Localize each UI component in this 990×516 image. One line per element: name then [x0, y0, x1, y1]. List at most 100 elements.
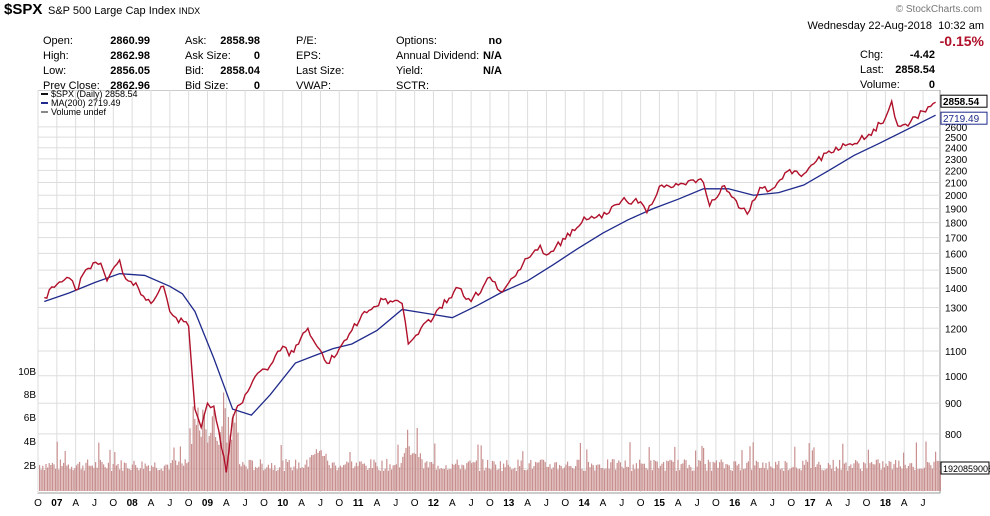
legend-swatch: [41, 111, 48, 113]
y-tick-label: 1400: [945, 284, 968, 295]
volume-bar: [871, 462, 873, 491]
volume-bar: [853, 463, 855, 491]
legend-swatch: [41, 102, 48, 104]
volume-bar: [339, 465, 341, 491]
volume-bar: [296, 469, 298, 491]
x-tick-label: A: [298, 498, 305, 509]
quote-label: Chg:: [860, 49, 884, 61]
volume-bar: [168, 469, 170, 491]
volume-bar: [122, 470, 124, 491]
volume-bar: [423, 468, 425, 491]
volume-bar: [680, 464, 682, 491]
volume-bar: [96, 467, 98, 491]
x-tick-label: J: [318, 498, 323, 509]
volume-bar: [373, 459, 375, 491]
volume-bar: [55, 468, 57, 491]
x-tick-label: 10: [277, 498, 289, 509]
stockcharts-logo[interactable]: © StockCharts.com: [895, 4, 982, 15]
volume-bar: [583, 470, 585, 491]
x-tick-label: A: [524, 498, 531, 509]
legend-entry: MA(200) 2719.49: [51, 98, 121, 108]
x-tick-label: O: [109, 498, 117, 509]
volume-bar: [363, 463, 365, 491]
volume-bar: [480, 445, 482, 491]
volume-bar: [479, 470, 481, 491]
volume-bar: [607, 459, 609, 491]
volume-bar: [904, 464, 906, 491]
volume-bar: [893, 464, 895, 491]
volume-bar: [747, 461, 749, 491]
volume-bar: [594, 470, 596, 491]
volume-bar: [519, 466, 521, 491]
volume-bar: [56, 441, 58, 491]
volume-bar: [815, 467, 817, 491]
y-tick-label: 900: [945, 399, 962, 410]
volume-bar: [299, 468, 301, 491]
volume-bar: [424, 462, 426, 491]
volume-bar: [573, 468, 575, 491]
volume-bar: [503, 463, 505, 491]
volume-bar: [216, 440, 218, 491]
volume-bar: [179, 446, 181, 491]
volume-bar: [899, 466, 901, 491]
chart-svg[interactable]: 7008009001000110012001300140015001600170…: [0, 89, 990, 511]
volume-bar: [155, 467, 157, 491]
volume-bar: [914, 470, 916, 491]
ticker-symbol: $SPX: [4, 1, 43, 18]
volume-bar: [826, 468, 828, 491]
volume-bar: [279, 467, 281, 491]
volume-bar: [613, 459, 615, 491]
volume-bar: [136, 467, 138, 491]
volume-bar: [720, 459, 722, 491]
volume-bar: [208, 435, 210, 491]
volume-bar: [50, 465, 52, 491]
volume-bar: [544, 461, 546, 491]
volume-bar: [859, 468, 861, 491]
volume-bar: [787, 470, 789, 491]
volume-bar: [731, 470, 733, 491]
volume-bar: [807, 461, 809, 491]
volume-bar: [861, 470, 863, 491]
volume-bar: [847, 470, 849, 491]
volume-bar: [675, 470, 677, 491]
quote-value: N/A: [483, 65, 502, 77]
volume-bar: [517, 459, 519, 491]
volume-bar: [659, 465, 661, 491]
volume-bar: [840, 469, 842, 491]
volume-bar: [771, 467, 773, 491]
volume-bar: [933, 461, 935, 491]
volume-bar: [91, 465, 93, 491]
volume-bar: [447, 469, 449, 491]
quote-label: Ask:: [185, 35, 207, 47]
volume-bar: [344, 464, 346, 491]
volume-bar: [896, 467, 898, 491]
volume-bar: [605, 468, 607, 491]
volume-bar: [762, 462, 764, 491]
volume-bar: [346, 461, 348, 491]
x-tick-label: A: [72, 498, 79, 509]
volume-bar: [351, 461, 353, 491]
quote-label: Bid Size:: [185, 80, 229, 92]
volume-bar: [378, 469, 380, 491]
volume-bar: [397, 444, 399, 491]
volume-bar: [779, 469, 781, 491]
volume-bar: [101, 462, 103, 491]
x-tick-label: A: [901, 498, 908, 509]
volume-bar: [666, 460, 668, 491]
volume-bar: [791, 467, 793, 491]
volume-bar: [565, 464, 567, 491]
volume-bar: [211, 416, 213, 491]
volume-bar: [461, 464, 463, 491]
volume-bar: [691, 470, 693, 491]
volume-bar: [578, 459, 580, 491]
x-tick-label: 17: [805, 498, 817, 509]
volume-bar: [243, 464, 245, 491]
volume-bar: [829, 464, 831, 491]
volume-bar: [928, 462, 930, 491]
price-chart[interactable]: 7008009001000110012001300140015001600170…: [0, 89, 990, 511]
x-tick-label: 16: [729, 498, 741, 509]
volume-bar: [394, 465, 396, 491]
volume-bar: [343, 465, 345, 491]
quote-label: Options:: [396, 35, 437, 47]
x-tick-label: 09: [202, 498, 214, 509]
